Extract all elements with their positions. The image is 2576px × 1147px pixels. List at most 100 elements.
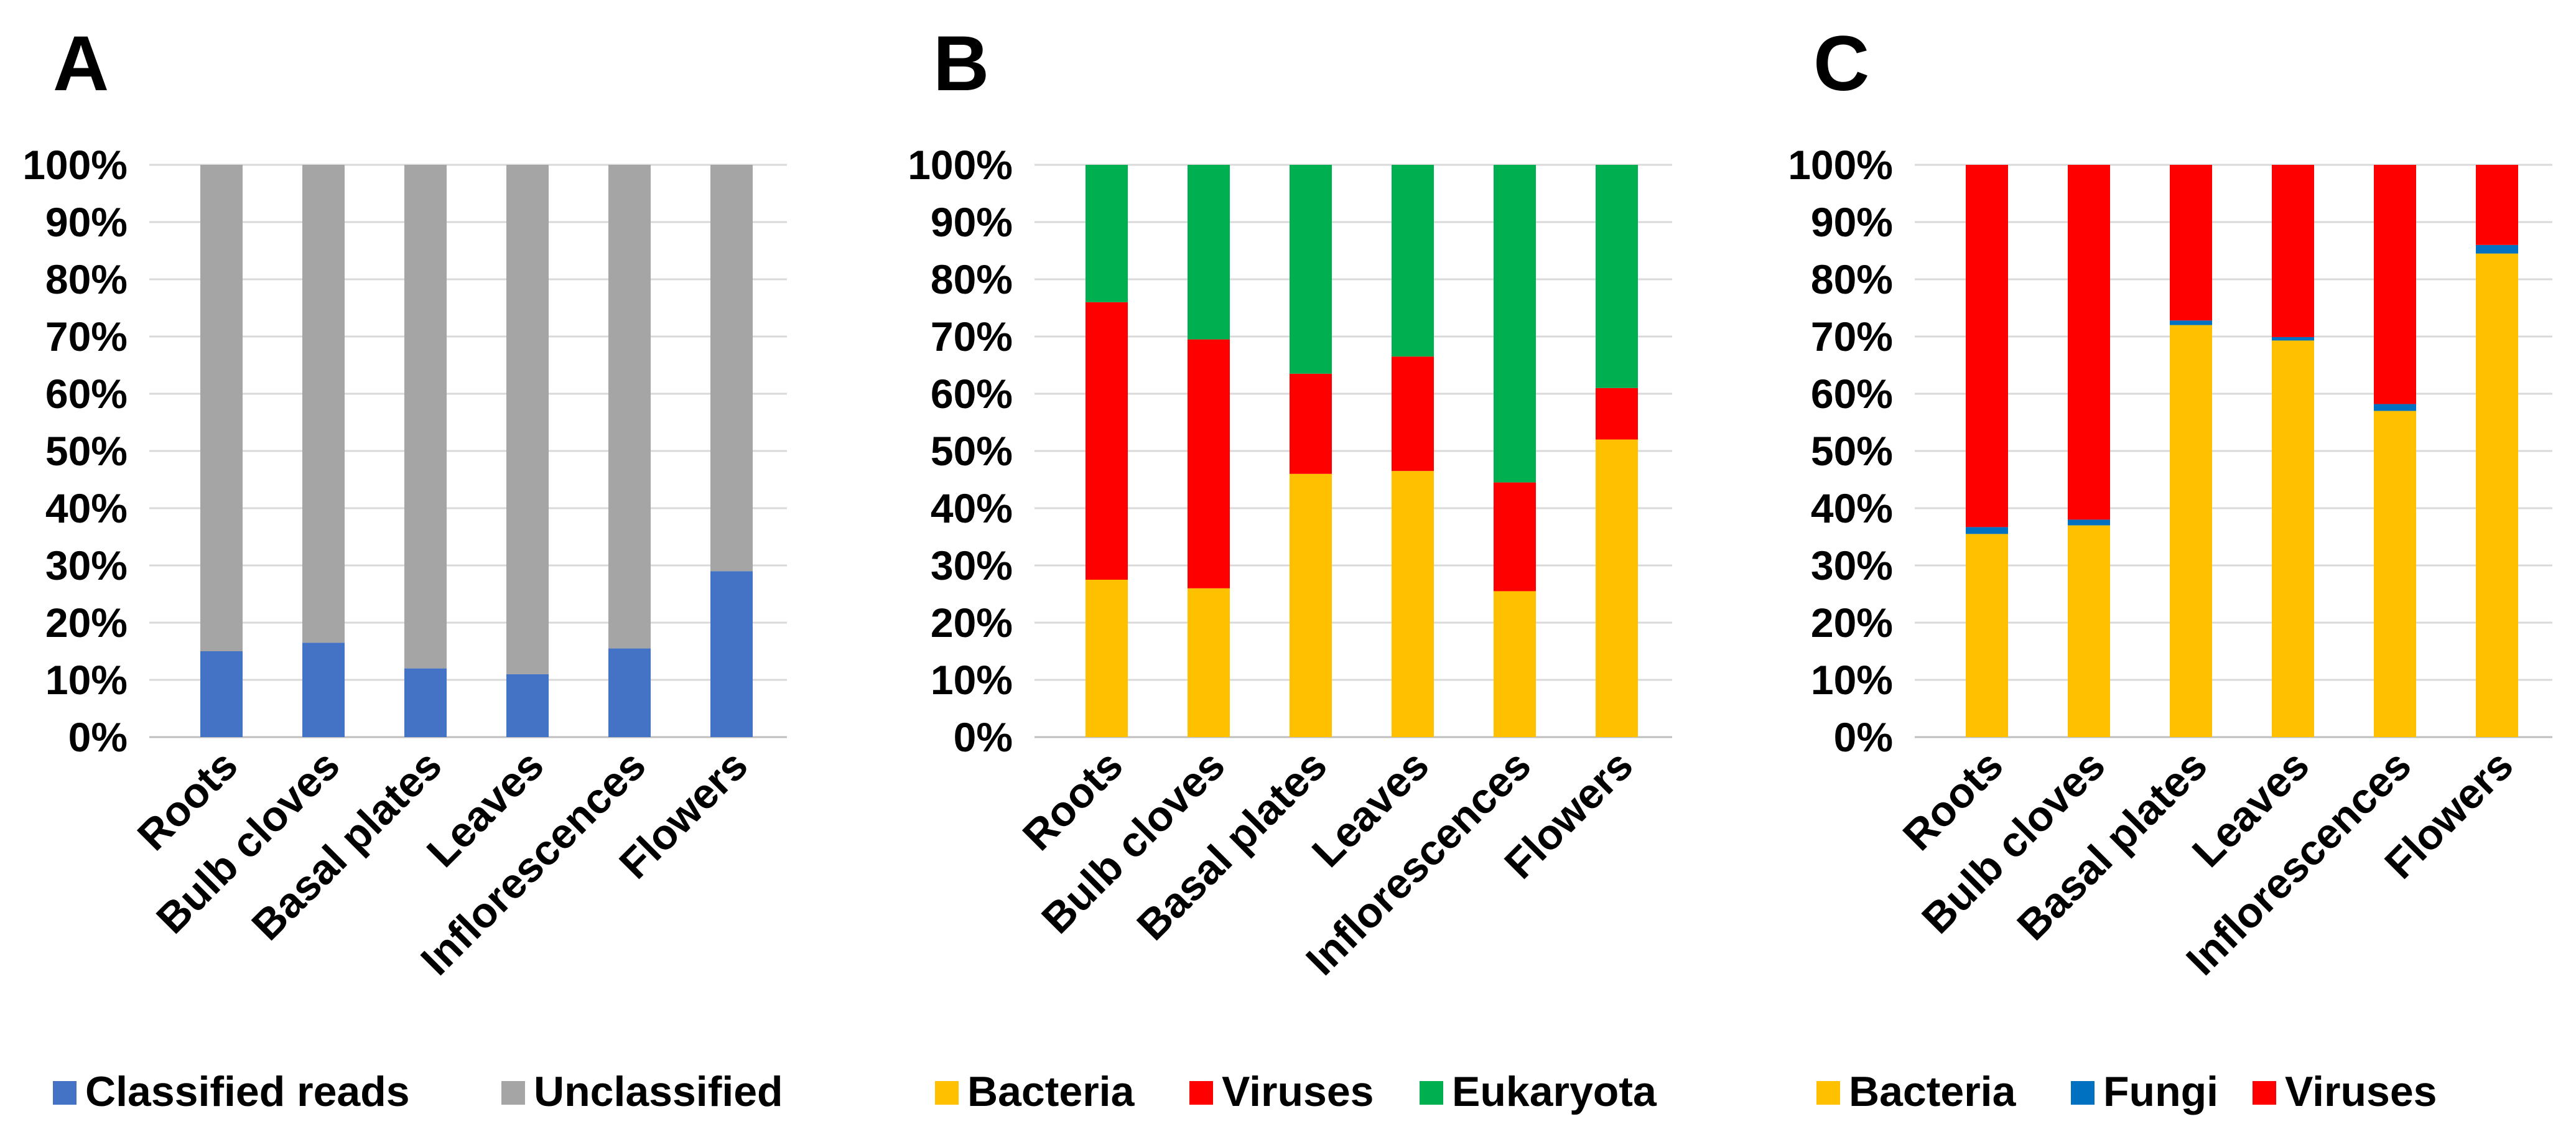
bar-viruses-basal-plates (1290, 373, 1332, 474)
legend-label-unclassified: Unclassified (534, 1068, 783, 1115)
y-tick-label: 40% (45, 485, 128, 531)
panel-letter: C (1813, 21, 1869, 107)
bar-eukaryota-roots (1086, 165, 1128, 302)
bar-eukaryota-flowers (1596, 165, 1638, 388)
legend-swatch-unclassified (501, 1081, 525, 1105)
y-tick-label: 10% (931, 657, 1013, 703)
y-tick-label: 90% (1811, 199, 1893, 245)
panel-b: B0%10%20%30%40%50%60%70%80%90%100%RootsB… (908, 21, 1672, 1115)
bar-viruses-flowers (2476, 165, 2518, 245)
legend-label-fungi: Fungi (2103, 1068, 2218, 1115)
y-tick-label: 100% (22, 142, 128, 188)
y-tick-label: 0% (954, 714, 1013, 760)
bar-fungi-roots (1966, 527, 2008, 534)
bar-viruses-bulb-cloves (1188, 339, 1230, 588)
y-tick-label: 60% (1811, 371, 1893, 417)
bar-bacteria-roots (1966, 534, 2008, 737)
bar-bacteria-bulb-cloves (2068, 525, 2110, 737)
bar-eukaryota-bulb-cloves (1188, 165, 1230, 340)
y-tick-label: 0% (68, 714, 128, 760)
bar-bacteria-basal-plates (1290, 473, 1332, 737)
bar-classified-reads-leaves (506, 674, 549, 737)
bar-fungi-leaves (2272, 337, 2314, 341)
y-tick-label: 30% (45, 542, 128, 588)
bar-unclassified-inflorescences (608, 165, 651, 649)
bar-viruses-leaves (1392, 356, 1434, 471)
bar-viruses-roots (1086, 302, 1128, 580)
y-tick-label: 40% (1811, 485, 1893, 531)
y-tick-label: 70% (45, 313, 128, 360)
y-tick-label: 80% (1811, 256, 1893, 302)
bar-classified-reads-roots (200, 651, 243, 737)
legend-label-viruses: Viruses (2285, 1068, 2437, 1115)
legend-label-classified-reads: Classified reads (85, 1068, 410, 1115)
y-tick-label: 80% (931, 256, 1013, 302)
y-tick-label: 100% (1788, 142, 1893, 188)
y-tick-label: 60% (45, 371, 128, 417)
bar-unclassified-basal-plates (404, 165, 447, 669)
bar-classified-reads-bulb-cloves (302, 643, 345, 737)
y-tick-label: 10% (45, 657, 128, 703)
legend-label-eukaryota: Eukaryota (1452, 1068, 1657, 1115)
bar-eukaryota-inflorescences (1494, 165, 1536, 483)
y-tick-label: 90% (45, 199, 128, 245)
y-tick-label: 20% (931, 600, 1013, 646)
legend-swatch-bacteria (1816, 1081, 1840, 1105)
y-tick-label: 50% (45, 428, 128, 474)
bar-fungi-bulb-cloves (2068, 519, 2110, 526)
bar-fungi-flowers (2476, 244, 2518, 254)
y-tick-label: 60% (931, 371, 1013, 417)
y-tick-label: 100% (908, 142, 1013, 188)
bar-bacteria-roots (1086, 580, 1128, 737)
bar-bacteria-leaves (1392, 471, 1434, 737)
panel-letter: B (933, 21, 989, 107)
panel-c: C0%10%20%30%40%50%60%70%80%90%100%RootsB… (1788, 21, 2552, 1115)
bar-fungi-basal-plates (2170, 320, 2212, 325)
bar-eukaryota-basal-plates (1290, 165, 1332, 374)
y-tick-label: 30% (1811, 542, 1893, 588)
bar-bacteria-flowers (2476, 253, 2518, 738)
bar-bacteria-inflorescences (1494, 591, 1536, 737)
y-tick-label: 40% (931, 485, 1013, 531)
bar-bacteria-basal-plates (2170, 325, 2212, 737)
panel-a: A0%10%20%30%40%50%60%70%80%90%100%RootsB… (22, 21, 787, 1115)
legend-swatch-fungi (2071, 1081, 2095, 1105)
bar-bacteria-leaves (2272, 340, 2314, 737)
bar-classified-reads-inflorescences (608, 648, 651, 737)
y-tick-label: 50% (931, 428, 1013, 474)
y-tick-label: 70% (931, 313, 1013, 360)
bar-classified-reads-basal-plates (404, 668, 447, 737)
legend-swatch-bacteria (935, 1081, 959, 1105)
bar-viruses-leaves (2272, 165, 2314, 337)
bar-viruses-roots (1966, 165, 2008, 527)
bar-unclassified-leaves (506, 165, 549, 674)
bar-viruses-inflorescences (1494, 482, 1536, 592)
y-tick-label: 0% (1834, 714, 1893, 760)
bar-unclassified-flowers (710, 165, 753, 572)
bar-viruses-flowers (1596, 388, 1638, 440)
legend-label-viruses: Viruses (1222, 1068, 1374, 1115)
bar-unclassified-bulb-cloves (302, 165, 345, 643)
legend-swatch-viruses (2253, 1081, 2276, 1105)
bar-classified-reads-flowers (710, 571, 753, 737)
y-tick-label: 20% (45, 600, 128, 646)
y-tick-label: 50% (1811, 428, 1893, 474)
y-tick-label: 70% (1811, 313, 1893, 360)
bar-eukaryota-leaves (1392, 165, 1434, 357)
y-tick-label: 30% (931, 542, 1013, 588)
y-tick-label: 20% (1811, 600, 1893, 646)
bar-bacteria-inflorescences (2374, 411, 2416, 737)
legend-swatch-eukaryota (1420, 1081, 1443, 1105)
legend-label-bacteria: Bacteria (967, 1068, 1135, 1115)
bar-fungi-inflorescences (2374, 404, 2416, 411)
legend-label-bacteria: Bacteria (1849, 1068, 2017, 1115)
bar-bacteria-flowers (1596, 439, 1638, 737)
bar-unclassified-roots (200, 165, 243, 651)
panel-letter: A (53, 21, 109, 107)
y-tick-label: 90% (931, 199, 1013, 245)
bar-viruses-bulb-cloves (2068, 165, 2110, 520)
bar-bacteria-bulb-cloves (1188, 588, 1230, 737)
legend-swatch-viruses (1189, 1081, 1213, 1105)
bar-viruses-inflorescences (2374, 165, 2416, 404)
